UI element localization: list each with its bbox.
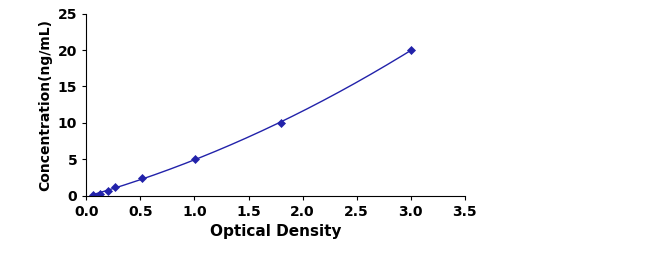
- Y-axis label: Concentration(ng/mL): Concentration(ng/mL): [39, 19, 52, 191]
- X-axis label: Optical Density: Optical Density: [210, 224, 341, 239]
